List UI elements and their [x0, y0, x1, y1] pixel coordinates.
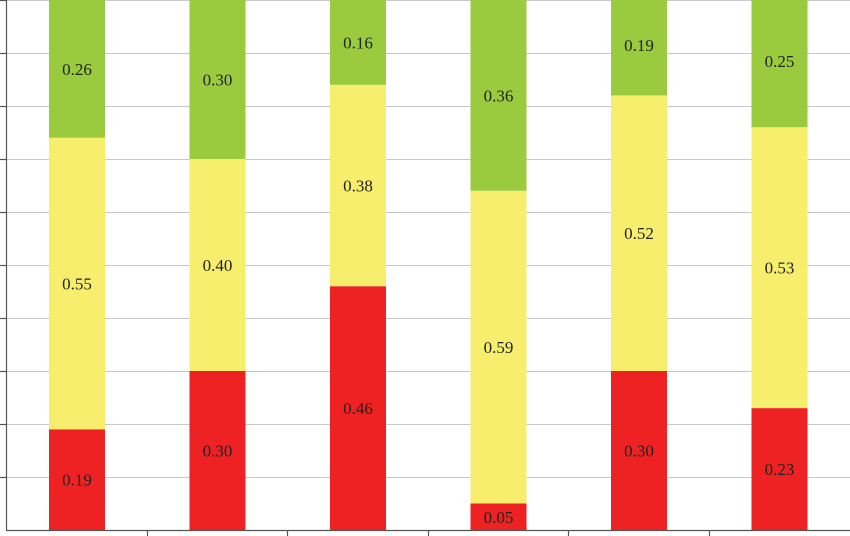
bar-segment — [189, 0, 246, 159]
bar-segment — [470, 0, 527, 191]
data-label: 0.23 — [765, 460, 795, 479]
bar-segment — [751, 127, 808, 409]
bar-segment — [611, 95, 667, 372]
bar-segment — [49, 137, 105, 430]
data-label: 0.53 — [765, 259, 795, 278]
bar-segment — [611, 371, 667, 530]
data-label: 0.52 — [624, 224, 654, 243]
gridlines — [6, 0, 850, 478]
segment-labels: 0.19 0.55 0.26 0.30 0.40 0.30 0.46 0.38 0.16 0.05… — [62, 33, 794, 526]
bar-segment — [330, 84, 386, 287]
data-label: 0.19 — [62, 471, 92, 490]
data-label: 0.55 — [62, 275, 92, 294]
bar-segment — [49, 0, 105, 138]
bar-segment — [49, 429, 105, 530]
bar-segment — [189, 159, 246, 371]
data-label: 0.19 — [624, 36, 654, 55]
data-label: 0.38 — [343, 177, 373, 196]
bar-segment — [751, 408, 808, 530]
data-label: 0.16 — [343, 33, 373, 52]
data-label: 0.30 — [203, 442, 233, 461]
data-label: 0.05 — [484, 508, 514, 527]
bars — [49, 0, 808, 530]
bar-segment — [330, 0, 386, 85]
bar-segment — [470, 503, 527, 530]
bar-segment — [611, 0, 667, 96]
data-label: 0.26 — [62, 60, 92, 79]
data-label: 0.59 — [484, 338, 514, 357]
bar-segment — [189, 371, 246, 530]
data-label: 0.46 — [343, 399, 373, 418]
data-label: 0.36 — [484, 86, 514, 105]
data-label: 0.40 — [203, 256, 233, 275]
bar-segment — [330, 286, 386, 530]
bar-segment — [751, 0, 808, 128]
bar-segment — [470, 190, 527, 504]
data-label: 0.30 — [203, 71, 233, 90]
data-label: 0.25 — [765, 52, 795, 71]
data-label: 0.30 — [624, 442, 654, 461]
